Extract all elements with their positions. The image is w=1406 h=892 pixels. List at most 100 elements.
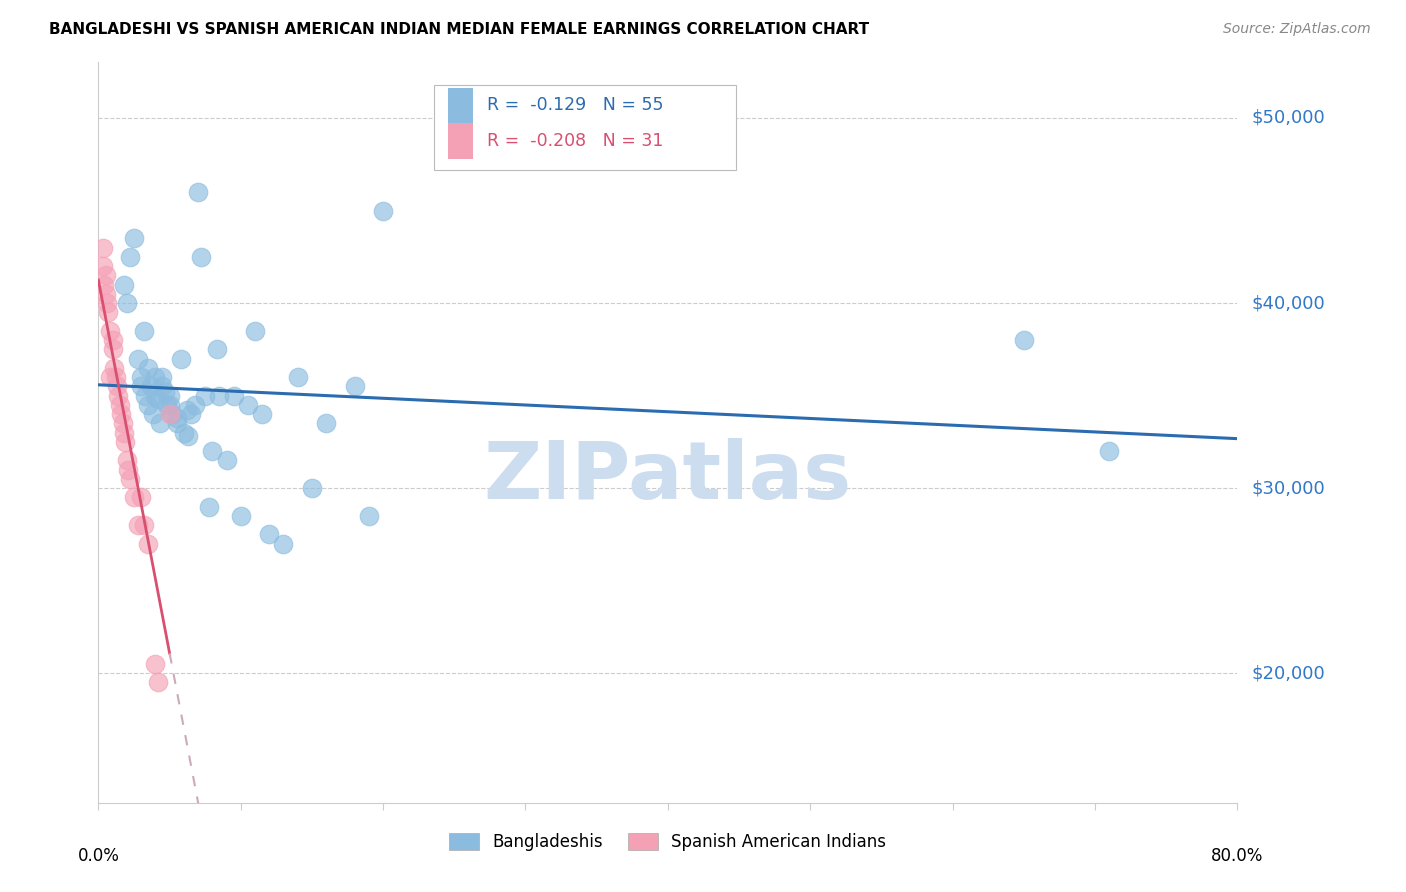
Point (373, 203, 395, 218)
Point (122, 231, 145, 245)
Point (101, 333, 124, 347)
Text: Source: ZipAtlas.com: Source: ZipAtlas.com (1223, 22, 1371, 37)
Point (301, 481, 323, 495)
Point (159, 407, 181, 421)
Text: 80.0%: 80.0% (1211, 847, 1264, 865)
Point (97, 305, 120, 319)
Text: R =  -0.129   N = 55: R = -0.129 N = 55 (486, 96, 664, 114)
Point (108, 398, 131, 412)
Point (190, 250, 212, 264)
Point (159, 398, 181, 412)
Point (273, 536, 295, 550)
Point (115, 296, 138, 310)
Text: 0.0%: 0.0% (77, 847, 120, 865)
Point (1012, 333, 1035, 347)
Point (259, 527, 281, 541)
Point (145, 657, 167, 671)
Point (215, 453, 238, 467)
Point (149, 417, 172, 431)
Point (176, 403, 198, 417)
Point (105, 379, 128, 393)
Point (1098, 444, 1121, 458)
Point (134, 388, 156, 402)
Point (117, 462, 139, 476)
Point (148, 675, 170, 690)
FancyBboxPatch shape (434, 85, 737, 169)
Point (91, 240, 114, 255)
Point (118, 250, 141, 264)
Point (94, 286, 117, 301)
Point (156, 398, 179, 412)
Point (91, 259, 114, 273)
Point (129, 379, 152, 393)
Point (194, 388, 217, 402)
Point (243, 324, 266, 338)
Point (112, 277, 135, 292)
Point (93, 277, 115, 292)
Point (166, 417, 188, 431)
Point (129, 370, 152, 384)
Point (94, 268, 117, 283)
Point (229, 508, 252, 523)
Point (98, 370, 121, 384)
Point (101, 343, 124, 357)
Point (152, 370, 174, 384)
Point (98, 324, 121, 338)
Point (107, 388, 129, 402)
Point (136, 360, 159, 375)
Point (136, 398, 159, 412)
Point (180, 407, 202, 421)
Point (208, 388, 231, 402)
FancyBboxPatch shape (449, 87, 472, 123)
Point (205, 343, 228, 357)
Point (152, 379, 174, 393)
Point (103, 360, 125, 375)
Point (145, 370, 167, 384)
Point (148, 392, 170, 407)
Point (112, 425, 135, 440)
Point (187, 185, 209, 199)
Point (236, 398, 259, 412)
Point (315, 417, 337, 431)
Text: $40,000: $40,000 (1251, 294, 1324, 312)
Point (357, 508, 380, 523)
Point (141, 407, 163, 421)
Point (173, 425, 195, 440)
Point (115, 453, 138, 467)
Point (177, 429, 200, 443)
Point (250, 407, 273, 421)
Point (111, 417, 134, 431)
Point (96, 296, 118, 310)
Point (132, 518, 155, 533)
Point (170, 351, 193, 366)
Point (222, 388, 245, 402)
Point (139, 379, 162, 393)
Point (343, 379, 366, 393)
Point (162, 407, 184, 421)
Point (287, 370, 309, 384)
Point (159, 388, 181, 402)
Point (198, 500, 221, 514)
Point (104, 370, 127, 384)
Point (118, 472, 141, 486)
Point (127, 518, 149, 533)
Legend: Bangladeshis, Spanish American Indians: Bangladeshis, Spanish American Indians (443, 826, 893, 857)
Text: R =  -0.208   N = 31: R = -0.208 N = 31 (486, 132, 664, 150)
Point (166, 410, 188, 425)
Point (110, 407, 132, 421)
Point (132, 324, 155, 338)
Point (127, 351, 149, 366)
Point (184, 398, 207, 412)
Text: $20,000: $20,000 (1251, 665, 1324, 682)
Point (201, 444, 224, 458)
Point (145, 388, 167, 402)
Point (114, 434, 136, 449)
FancyBboxPatch shape (449, 123, 472, 159)
Point (155, 384, 177, 399)
Point (136, 536, 159, 550)
Text: ZIPatlas: ZIPatlas (484, 438, 852, 516)
Point (122, 491, 145, 505)
Text: $50,000: $50,000 (1251, 109, 1324, 127)
Point (129, 491, 152, 505)
Text: BANGLADESHI VS SPANISH AMERICAN INDIAN MEDIAN FEMALE EARNINGS CORRELATION CHART: BANGLADESHI VS SPANISH AMERICAN INDIAN M… (49, 22, 869, 37)
